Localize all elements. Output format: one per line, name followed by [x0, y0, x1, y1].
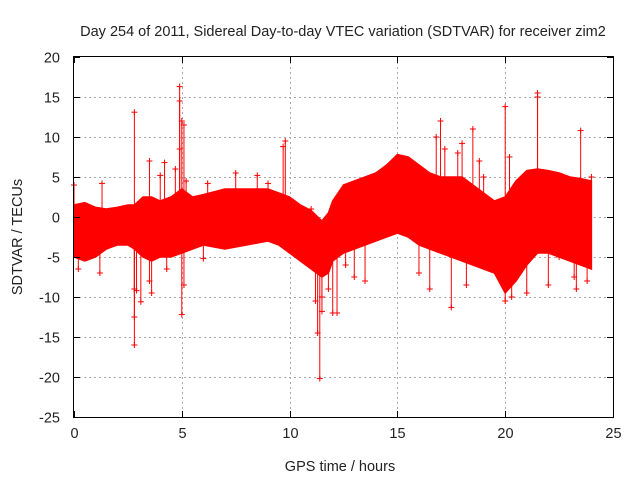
- data-point: [316, 375, 323, 382]
- data-point: [573, 286, 580, 292]
- data-point: [426, 286, 433, 292]
- data-point: [176, 83, 183, 90]
- data-point: [491, 266, 498, 272]
- data-point: [146, 158, 153, 164]
- x-axis-label: GPS time / hours: [285, 459, 395, 475]
- data-point: [178, 311, 185, 318]
- data-point: [508, 294, 515, 300]
- y-tick-label: 5: [52, 171, 60, 187]
- y-tick-label: 0: [52, 211, 60, 227]
- data-point: [415, 270, 422, 276]
- data-point: [469, 126, 476, 132]
- data-point: [318, 308, 325, 315]
- data-point: [433, 134, 440, 140]
- data-point: [161, 159, 168, 166]
- y-tick-label: -25: [39, 411, 60, 427]
- x-tick-label: 25: [605, 426, 621, 442]
- data-point: [176, 98, 183, 104]
- data-point: [437, 118, 444, 124]
- data-point: [334, 310, 341, 316]
- data-point: [137, 298, 144, 305]
- data-point: [77, 222, 84, 228]
- data-point: [178, 118, 185, 124]
- y-tick-label: -10: [39, 291, 60, 307]
- data-point: [180, 282, 187, 288]
- data-point: [502, 103, 509, 110]
- axis-ticks: 0 5 10 15 20 25 -25 -20 -15 -10 -5 0 5 10 15 20: [39, 51, 622, 443]
- data-point: [476, 158, 483, 164]
- data-point: [362, 278, 369, 284]
- y-tick-label: -5: [47, 251, 60, 267]
- data-point: [459, 140, 466, 147]
- data-point: [131, 109, 138, 116]
- y-axis-label: SDTVAR / TECUs: [10, 179, 26, 295]
- data-point: [75, 266, 82, 272]
- data-point: [588, 174, 595, 180]
- data-point: [523, 290, 530, 296]
- y-tick-label: 20: [44, 51, 60, 67]
- data-point: [99, 180, 106, 187]
- data-point: [342, 262, 349, 268]
- data-point: [204, 180, 211, 187]
- data-point: [351, 274, 358, 280]
- data-point: [131, 342, 138, 348]
- data-point: [534, 94, 541, 100]
- data-point: [502, 298, 509, 304]
- y-tick-label: -15: [39, 331, 60, 347]
- data-point: [318, 294, 325, 300]
- data-point: [480, 174, 487, 180]
- data-point: [286, 198, 293, 204]
- plot-frame: [73, 56, 614, 418]
- y-tick-label: -20: [39, 371, 60, 387]
- data-point: [163, 266, 170, 272]
- data-point: [96, 270, 103, 276]
- data-point: [200, 255, 207, 262]
- data-point: [463, 282, 470, 288]
- data-point: [308, 206, 315, 212]
- data-point: [254, 172, 261, 179]
- data-layer: [71, 83, 595, 382]
- data-point: [183, 178, 190, 184]
- x-tick-label: 10: [282, 426, 298, 442]
- data-point: [282, 138, 289, 144]
- data-point: [584, 278, 591, 284]
- data-point: [265, 180, 272, 187]
- x-tick-label: 5: [178, 426, 186, 442]
- data-point: [157, 172, 164, 179]
- chart-title: Day 254 of 2011, Sidereal Day-to-day VTE…: [80, 24, 606, 40]
- data-point: [148, 290, 155, 296]
- x-tick-label: 15: [389, 426, 405, 442]
- data-point: [180, 122, 187, 128]
- data-point: [577, 127, 584, 134]
- data-point: [545, 282, 552, 288]
- data-point: [454, 150, 461, 156]
- data-point: [325, 286, 332, 292]
- data-point: [172, 166, 179, 172]
- data-point: [448, 304, 455, 311]
- y-tick-label: 15: [44, 91, 60, 107]
- data-point: [556, 254, 563, 260]
- x-tick-label: 0: [70, 426, 78, 442]
- data-point: [232, 170, 239, 176]
- y-tick-label: 10: [44, 131, 60, 147]
- x-tick-label: 20: [497, 426, 513, 442]
- data-point: [176, 146, 183, 152]
- data-point: [506, 154, 513, 160]
- data-point: [441, 146, 448, 152]
